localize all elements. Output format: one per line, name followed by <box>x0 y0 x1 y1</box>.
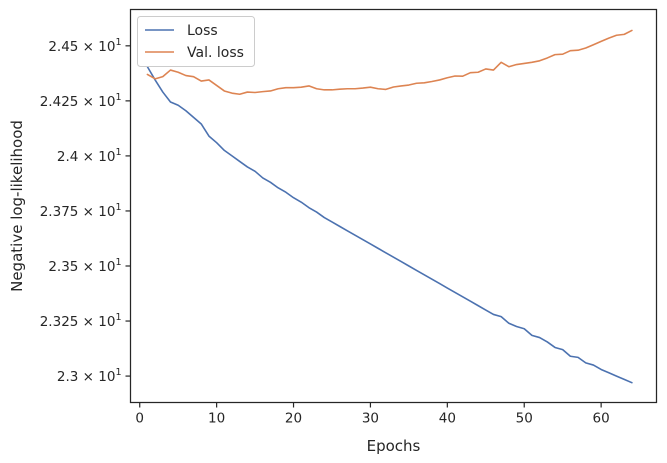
series-line-val-loss <box>146 29 633 96</box>
y-tick-label: 2.425 × 101 <box>40 92 122 110</box>
x-tick-label: 60 <box>593 411 610 427</box>
y-axis: 2.3 × 101 2.325 × 101 2.35 × 101 2.375 × 10… <box>40 37 131 385</box>
plot-lines <box>146 29 633 384</box>
y-tick-label: 2.45 × 101 <box>48 37 121 55</box>
x-axis-label: Epochs <box>367 437 421 455</box>
y-tick-label: 2.35 × 101 <box>48 257 121 275</box>
y-tick-label: 2.325 × 101 <box>40 312 122 330</box>
y-tick-label: 2.3 × 101 <box>57 367 122 385</box>
x-tick-label: 40 <box>439 411 456 427</box>
legend-box <box>137 16 255 67</box>
y-tick-label: 2.4 × 101 <box>57 147 122 165</box>
y-axis-label: Negative log-likelihood <box>8 120 26 292</box>
x-tick-label: 0 <box>135 411 144 427</box>
series-line-loss <box>146 65 633 384</box>
x-tick-label: 50 <box>516 411 533 427</box>
y-tick-label: 2.375 × 101 <box>40 202 122 220</box>
legend: Loss Val. loss <box>137 16 255 67</box>
x-tick-label: 10 <box>208 411 225 427</box>
axes-frame <box>129 8 658 404</box>
x-tick-label: 20 <box>285 411 302 427</box>
legend-label-val-loss: Val. loss <box>187 45 244 61</box>
x-tick-label: 30 <box>362 411 379 427</box>
x-axis: 0 10 20 30 40 50 60 <box>135 402 610 427</box>
legend-label-loss: Loss <box>187 23 218 39</box>
